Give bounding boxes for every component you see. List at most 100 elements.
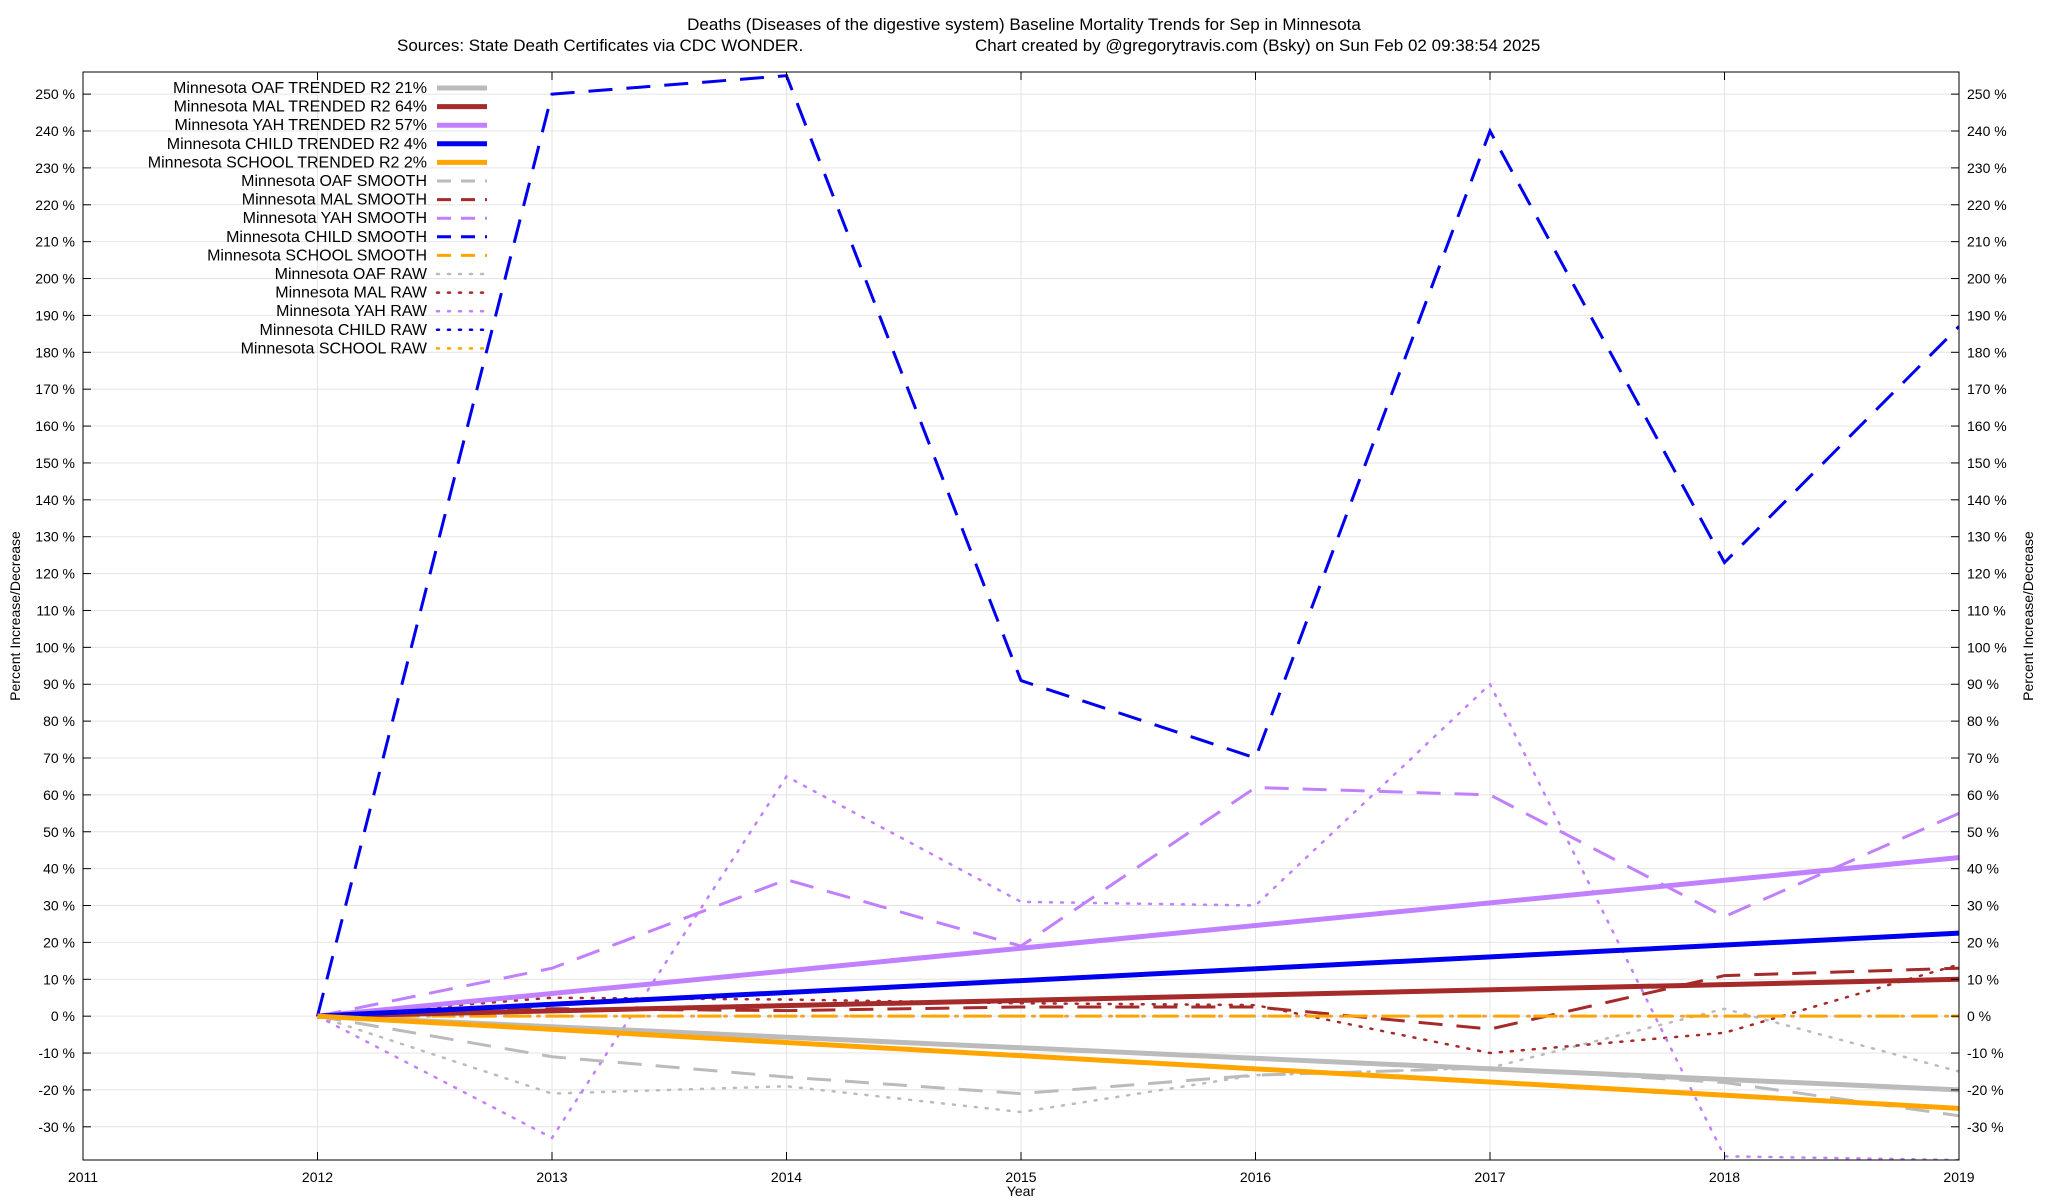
y-tick-label-left: 20 % xyxy=(43,934,75,950)
x-tick-label: 2011 xyxy=(68,1169,98,1185)
y-axis-label-right: Percent Increase/Decrease xyxy=(2020,531,2036,701)
y-tick-label-right: 140 % xyxy=(1967,492,2007,508)
y-tick-label-right: 170 % xyxy=(1967,381,2007,397)
x-tick-label: 2015 xyxy=(1005,1169,1036,1185)
y-tick-label-right: 190 % xyxy=(1967,307,2007,323)
y-tick-label-right: 60 % xyxy=(1967,787,1999,803)
y-tick-label-left: -30 % xyxy=(38,1119,75,1135)
y-tick-label-left: 130 % xyxy=(35,529,75,545)
y-axis-label-left: Percent Increase/Decrease xyxy=(7,531,23,701)
chart-subtitle-source: Sources: State Death Certificates via CD… xyxy=(397,36,803,55)
y-tick-label-left: -20 % xyxy=(38,1082,75,1098)
y-tick-label-left: 170 % xyxy=(35,381,75,397)
legend-label: Minnesota YAH SMOOTH xyxy=(243,210,427,227)
y-tick-label-left: 50 % xyxy=(43,824,75,840)
x-tick-label: 2016 xyxy=(1240,1169,1271,1185)
legend-label: Minnesota SCHOOL RAW xyxy=(241,340,428,357)
y-tick-label-left: -10 % xyxy=(38,1045,75,1061)
series-line-minnesota-oaf-raw xyxy=(316,1007,1959,1114)
y-tick-label-right: 80 % xyxy=(1967,713,1999,729)
legend-label: Minnesota OAF TRENDED R2 21% xyxy=(173,80,427,97)
y-tick-label-right: 160 % xyxy=(1967,418,2007,434)
y-tick-label-left: 30 % xyxy=(43,898,75,914)
legend-label: Minnesota CHILD SMOOTH xyxy=(226,229,427,246)
x-tick-label: 2014 xyxy=(771,1169,802,1185)
legend-label: Minnesota MAL TRENDED R2 64% xyxy=(174,99,427,116)
y-tick-label-left: 80 % xyxy=(43,713,75,729)
legend-label: Minnesota OAF SMOOTH xyxy=(241,173,427,190)
y-tick-label-right: 0 % xyxy=(1967,1008,1991,1024)
y-tick-label-left: 60 % xyxy=(43,787,75,803)
legend-label: Minnesota MAL RAW xyxy=(275,285,428,302)
y-tick-label-left: 140 % xyxy=(35,492,75,508)
y-tick-label-left: 190 % xyxy=(35,307,75,323)
series-layer xyxy=(316,74,1959,1160)
series-line-minnesota-mal-raw xyxy=(316,963,1959,1055)
y-tick-label-right: 130 % xyxy=(1967,529,2007,545)
y-tick-label-left: 180 % xyxy=(35,344,75,360)
chart-subtitle-credit: Chart created by @gregorytravis.com (Bsk… xyxy=(975,36,1540,55)
legend-label: Minnesota MAL SMOOTH xyxy=(242,192,427,209)
legend-label: Minnesota YAH TRENDED R2 57% xyxy=(174,117,427,134)
y-tick-label-left: 120 % xyxy=(35,566,75,582)
series-line-minnesota-yah-trended-r2-57 xyxy=(317,855,1959,1019)
tick-layer: 250 % 250 % 240 % 240 % 230 % 230 % 220 % 220 %… xyxy=(35,72,2007,1185)
legend: Minnesota OAF TRENDED R2 21% Minnesota MA… xyxy=(148,80,489,357)
y-tick-label-left: 70 % xyxy=(43,750,75,766)
y-tick-label-left: 150 % xyxy=(35,455,75,471)
y-tick-label-right: -20 % xyxy=(1967,1082,2004,1098)
y-tick-label-left: 100 % xyxy=(35,639,75,655)
series-line-minnesota-child-trended-r2-4 xyxy=(317,930,1959,1019)
legend-label: Minnesota SCHOOL SMOOTH xyxy=(207,247,427,264)
chart-title: Deaths (Diseases of the digestive system… xyxy=(687,15,1361,34)
y-tick-label-right: 40 % xyxy=(1967,861,1999,877)
series-line-minnesota-oaf-trended-r2-21 xyxy=(317,1013,1959,1093)
y-tick-label-left: 40 % xyxy=(43,861,75,877)
y-tick-label-left: 240 % xyxy=(35,123,75,139)
series-line-minnesota-school-trended-r2-2 xyxy=(317,1013,1959,1111)
y-tick-label-left: 160 % xyxy=(35,418,75,434)
legend-label: Minnesota SCHOOL TRENDED R2 2% xyxy=(148,154,427,171)
y-tick-label-right: 70 % xyxy=(1967,750,1999,766)
y-tick-label-right: 20 % xyxy=(1967,934,1999,950)
y-tick-label-left: 250 % xyxy=(35,86,75,102)
y-tick-label-right: 120 % xyxy=(1967,566,2007,582)
y-tick-label-right: 220 % xyxy=(1967,197,2007,213)
x-axis-label: Year xyxy=(1007,1183,1036,1199)
y-tick-label-left: 110 % xyxy=(36,602,75,618)
y-tick-label-right: 180 % xyxy=(1967,344,2007,360)
y-tick-label-right: 150 % xyxy=(1967,455,2007,471)
legend-label: Minnesota OAF RAW xyxy=(275,266,428,283)
series-line-minnesota-child-smooth xyxy=(316,74,1959,1017)
series-line-minnesota-mal-trended-r2-64 xyxy=(317,976,1959,1019)
y-tick-label-left: 210 % xyxy=(35,234,75,250)
y-tick-label-right: 230 % xyxy=(1967,160,2007,176)
y-tick-label-right: 210 % xyxy=(1967,234,2007,250)
y-tick-label-right: 250 % xyxy=(1967,86,2007,102)
y-tick-label-right: 50 % xyxy=(1967,824,1999,840)
legend-label: Minnesota CHILD RAW xyxy=(260,322,428,339)
y-tick-label-right: 30 % xyxy=(1967,898,1999,914)
legend-label: Minnesota YAH RAW xyxy=(276,303,428,320)
legend-label: Minnesota CHILD TRENDED R2 4% xyxy=(167,136,427,153)
y-tick-label-right: 200 % xyxy=(1967,271,2007,287)
x-tick-label: 2012 xyxy=(302,1169,333,1185)
series-line-minnesota-yah-raw xyxy=(316,682,1959,1160)
y-tick-label-left: 200 % xyxy=(35,271,75,287)
y-tick-label-left: 0 % xyxy=(51,1008,75,1024)
y-tick-label-left: 220 % xyxy=(35,197,75,213)
y-tick-label-left: 90 % xyxy=(43,676,75,692)
y-tick-label-right: 90 % xyxy=(1967,676,1999,692)
series-line-minnesota-yah-smooth xyxy=(317,785,1959,1018)
y-tick-label-right: 110 % xyxy=(1967,602,2006,618)
x-tick-label: 2017 xyxy=(1474,1169,1505,1185)
y-tick-label-right: -30 % xyxy=(1967,1119,2004,1135)
y-tick-label-left: 230 % xyxy=(35,160,75,176)
y-tick-label-right: 100 % xyxy=(1967,639,2007,655)
x-tick-label: 2013 xyxy=(536,1169,567,1185)
y-tick-label-right: -10 % xyxy=(1967,1045,2004,1061)
y-tick-label-right: 240 % xyxy=(1967,123,2007,139)
x-tick-label: 2019 xyxy=(1943,1169,1974,1185)
x-tick-label: 2018 xyxy=(1709,1169,1740,1185)
